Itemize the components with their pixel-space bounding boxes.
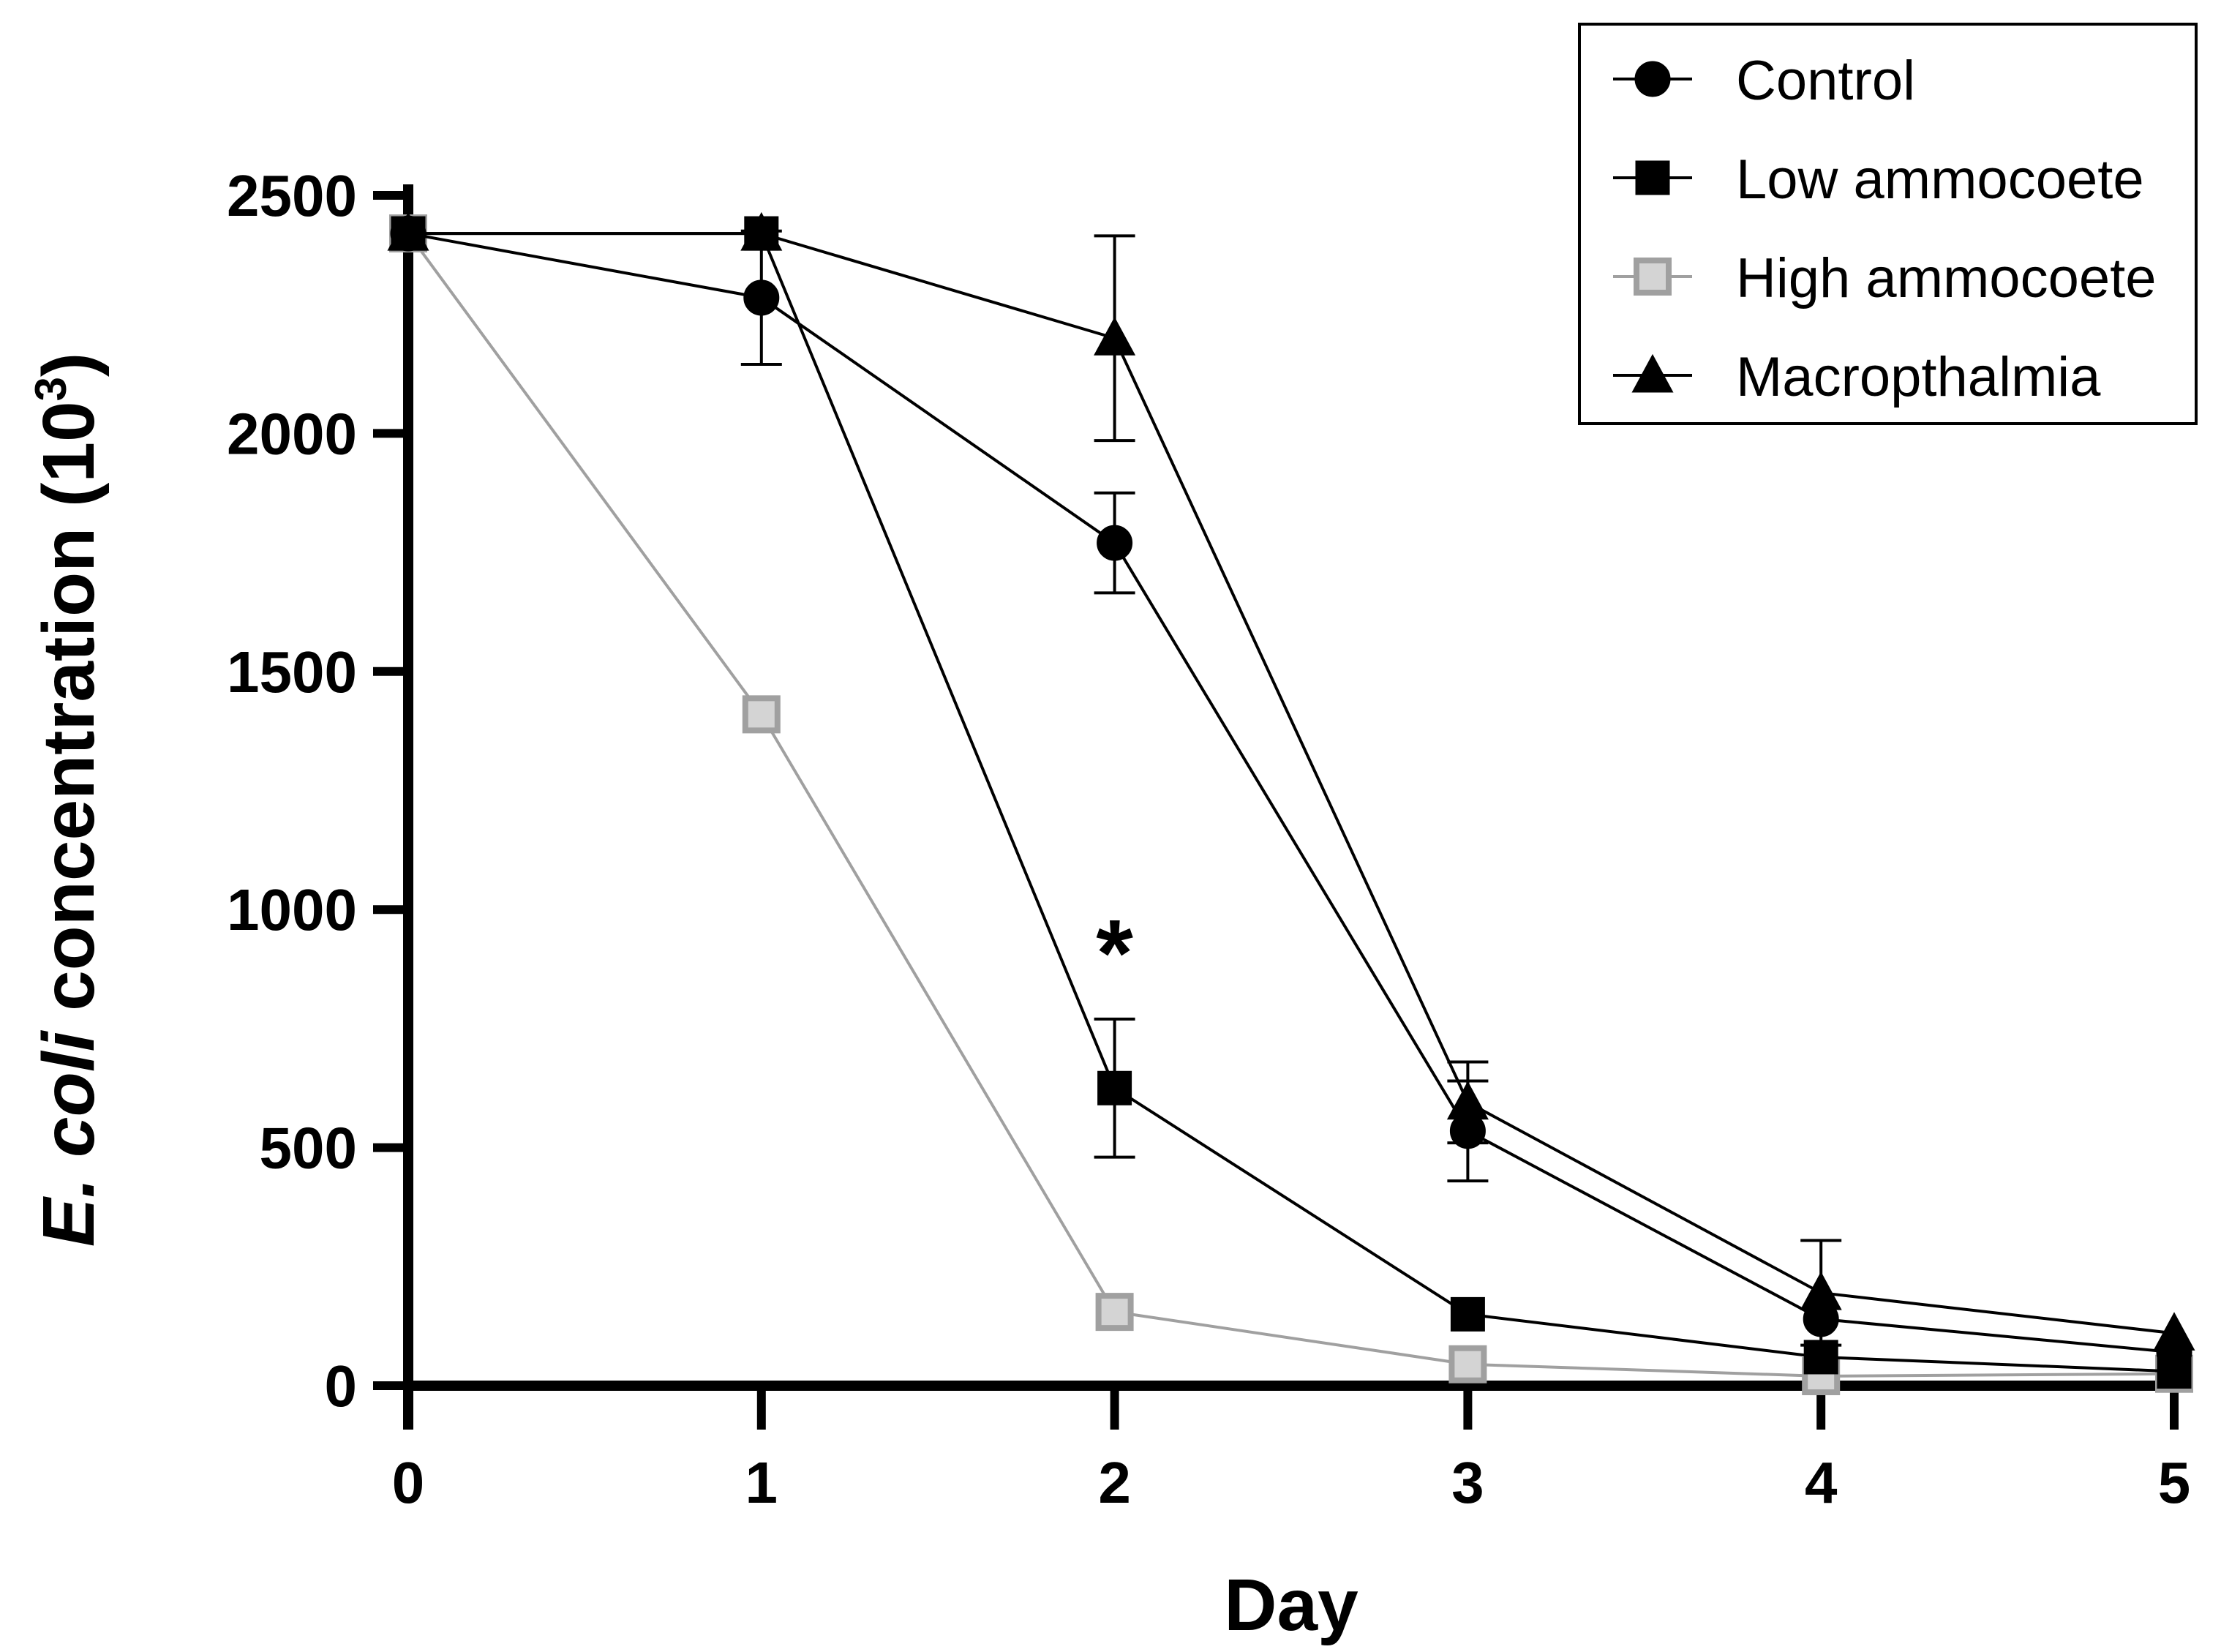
x-tick-label: 0 xyxy=(392,1450,425,1515)
data-point xyxy=(1800,1271,1842,1310)
y-tick-label: 2500 xyxy=(227,163,357,228)
y-axis-title-text: concentration (10 xyxy=(28,401,110,1031)
data-point xyxy=(387,211,429,251)
annotations: * xyxy=(1096,899,1133,1006)
series-macropthalmia xyxy=(387,211,2195,1351)
y-tick-label: 1500 xyxy=(227,639,357,705)
data-point xyxy=(1448,1345,1487,1383)
legend-marker xyxy=(1634,61,1671,97)
data-point xyxy=(1097,1070,1132,1105)
y-tick-label: 1000 xyxy=(227,877,357,942)
x-tick-label: 2 xyxy=(1098,1450,1131,1515)
legend-item-low-ammocoete: Low ammocoete xyxy=(1613,149,2144,211)
data-point xyxy=(2153,1312,2195,1351)
series-line xyxy=(408,232,2175,1335)
series-group xyxy=(387,211,2195,1395)
series-line xyxy=(407,232,2175,1378)
y-tick-label: 500 xyxy=(260,1116,357,1181)
data-point xyxy=(742,695,781,734)
legend-label: High ammocoete xyxy=(1736,247,2157,309)
data-point xyxy=(1097,525,1133,561)
data-point xyxy=(1095,1293,1134,1332)
data-point xyxy=(740,211,783,251)
legend: Control Low ammocoete High ammocoete Macrop… xyxy=(1578,23,2198,425)
legend-label: Macropthalmia xyxy=(1736,346,2101,408)
legend-label: Low ammocoete xyxy=(1736,149,2144,211)
x-tick-label: 5 xyxy=(2158,1450,2191,1515)
y-axis-title-close: ) xyxy=(28,353,110,377)
legend-item-macropthalmia: Macropthalmia xyxy=(1613,346,2101,408)
x-tick-label: 3 xyxy=(1451,1450,1484,1515)
data-point xyxy=(1094,317,1136,356)
axes: 0 500 1000 1500 2000 2500 0 1 2 3 4 5 xyxy=(227,163,2190,1515)
y-tick-label: 0 xyxy=(325,1353,358,1419)
legend-label: Control xyxy=(1736,50,1915,112)
legend-item-high-ammocoete: High ammocoete xyxy=(1613,247,2157,309)
legend-marker xyxy=(1634,258,1672,296)
legend-marker xyxy=(1635,160,1670,195)
x-axis-title: Day xyxy=(1224,1564,1358,1646)
data-point xyxy=(743,279,780,316)
data-point xyxy=(1450,1296,1485,1332)
y-tick-label: 2000 xyxy=(227,401,357,466)
legend-box xyxy=(1578,23,2198,425)
significance-asterisk: * xyxy=(1096,899,1133,1006)
y-axis-title: E. coli concentration (103) xyxy=(26,353,110,1247)
y-axis-title-italic: E. coli xyxy=(28,1030,110,1247)
legend-item-control: Control xyxy=(1613,50,1915,112)
x-tick-label: 4 xyxy=(1805,1450,1838,1515)
x-tick-label: 1 xyxy=(745,1450,778,1515)
y-axis-title-superscript: 3 xyxy=(26,377,75,401)
data-point xyxy=(1446,1081,1489,1120)
legend-marker xyxy=(1631,353,1674,393)
series-line xyxy=(407,232,2175,1354)
